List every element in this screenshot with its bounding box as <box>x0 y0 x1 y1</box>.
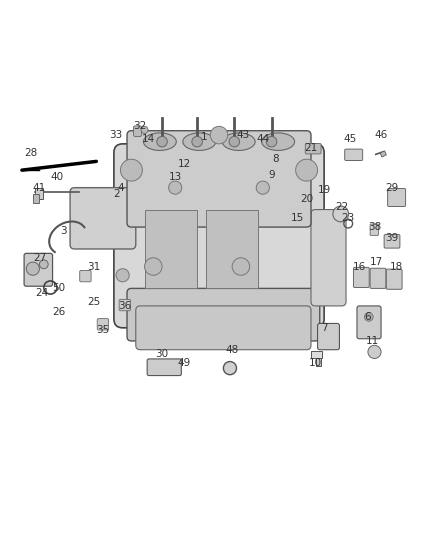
Text: 8: 8 <box>272 154 279 164</box>
Text: 41: 41 <box>33 183 46 192</box>
Text: 27: 27 <box>33 253 46 263</box>
Polygon shape <box>380 151 386 157</box>
Ellipse shape <box>183 133 216 150</box>
Circle shape <box>223 361 237 375</box>
Text: 23: 23 <box>342 213 355 223</box>
Text: 29: 29 <box>385 183 399 192</box>
Circle shape <box>116 269 129 282</box>
FancyBboxPatch shape <box>384 235 400 248</box>
Circle shape <box>266 136 277 147</box>
Text: 40: 40 <box>50 172 64 182</box>
Text: 46: 46 <box>374 130 388 140</box>
Text: 4: 4 <box>117 183 124 192</box>
Text: 48: 48 <box>226 345 239 355</box>
FancyBboxPatch shape <box>147 359 181 376</box>
Text: 18: 18 <box>390 262 403 271</box>
Circle shape <box>296 159 318 181</box>
Text: 9: 9 <box>268 169 275 180</box>
FancyBboxPatch shape <box>136 306 311 350</box>
Text: 15: 15 <box>291 213 304 223</box>
FancyBboxPatch shape <box>388 189 406 206</box>
Text: 50: 50 <box>53 284 66 293</box>
Circle shape <box>333 206 349 222</box>
Bar <box>316 358 321 366</box>
Bar <box>311 351 322 359</box>
Circle shape <box>210 126 228 144</box>
Text: 11: 11 <box>366 336 379 346</box>
Text: 35: 35 <box>96 325 110 335</box>
Text: 25: 25 <box>88 296 101 306</box>
Circle shape <box>169 181 182 194</box>
Text: 38: 38 <box>368 222 381 232</box>
Circle shape <box>120 159 142 181</box>
Text: 36: 36 <box>118 301 131 311</box>
FancyBboxPatch shape <box>114 144 324 328</box>
Text: 14: 14 <box>142 134 155 144</box>
Text: 16: 16 <box>353 262 366 271</box>
Text: 17: 17 <box>370 257 383 267</box>
Text: 20: 20 <box>300 193 313 204</box>
Text: 21: 21 <box>304 143 318 154</box>
Text: 24: 24 <box>35 288 48 298</box>
Text: 32: 32 <box>134 122 147 131</box>
FancyBboxPatch shape <box>127 288 320 341</box>
Circle shape <box>192 136 202 147</box>
FancyBboxPatch shape <box>24 253 53 286</box>
Ellipse shape <box>261 133 294 150</box>
Bar <box>33 194 39 203</box>
FancyBboxPatch shape <box>119 300 131 311</box>
Text: 22: 22 <box>335 203 348 212</box>
FancyBboxPatch shape <box>370 268 386 288</box>
Ellipse shape <box>222 133 255 150</box>
Text: 10: 10 <box>309 358 322 368</box>
Circle shape <box>145 258 162 275</box>
Text: 3: 3 <box>60 227 67 237</box>
Text: 39: 39 <box>385 233 399 243</box>
FancyBboxPatch shape <box>318 324 339 350</box>
Circle shape <box>256 181 269 194</box>
Bar <box>35 188 43 199</box>
FancyBboxPatch shape <box>70 188 136 249</box>
Circle shape <box>157 136 167 147</box>
Circle shape <box>141 126 148 133</box>
Text: 13: 13 <box>169 172 182 182</box>
Text: 49: 49 <box>177 358 191 368</box>
Text: 45: 45 <box>344 134 357 144</box>
Ellipse shape <box>143 133 177 150</box>
Circle shape <box>364 312 373 321</box>
Text: 7: 7 <box>321 323 328 333</box>
FancyBboxPatch shape <box>345 149 363 160</box>
Text: 43: 43 <box>237 130 250 140</box>
FancyBboxPatch shape <box>127 131 311 227</box>
FancyBboxPatch shape <box>353 268 369 287</box>
Circle shape <box>368 345 381 359</box>
Text: 19: 19 <box>318 185 331 195</box>
Text: 12: 12 <box>177 159 191 168</box>
FancyBboxPatch shape <box>97 319 109 330</box>
FancyBboxPatch shape <box>134 126 141 136</box>
Bar <box>206 209 258 288</box>
Text: 2: 2 <box>113 189 120 199</box>
Circle shape <box>232 258 250 275</box>
Circle shape <box>39 260 48 269</box>
Text: 30: 30 <box>155 349 169 359</box>
Text: 1: 1 <box>200 132 207 142</box>
Text: 26: 26 <box>53 308 66 318</box>
Text: 33: 33 <box>110 130 123 140</box>
Text: 6: 6 <box>364 312 371 322</box>
Text: 31: 31 <box>88 262 101 271</box>
FancyBboxPatch shape <box>311 209 346 306</box>
FancyBboxPatch shape <box>80 270 91 282</box>
Circle shape <box>26 262 39 275</box>
Circle shape <box>229 136 240 147</box>
FancyBboxPatch shape <box>305 143 321 154</box>
Text: 28: 28 <box>24 148 37 158</box>
FancyBboxPatch shape <box>370 224 378 236</box>
Text: 44: 44 <box>256 134 269 144</box>
FancyBboxPatch shape <box>357 306 381 339</box>
Bar <box>145 209 197 288</box>
FancyBboxPatch shape <box>386 269 402 289</box>
